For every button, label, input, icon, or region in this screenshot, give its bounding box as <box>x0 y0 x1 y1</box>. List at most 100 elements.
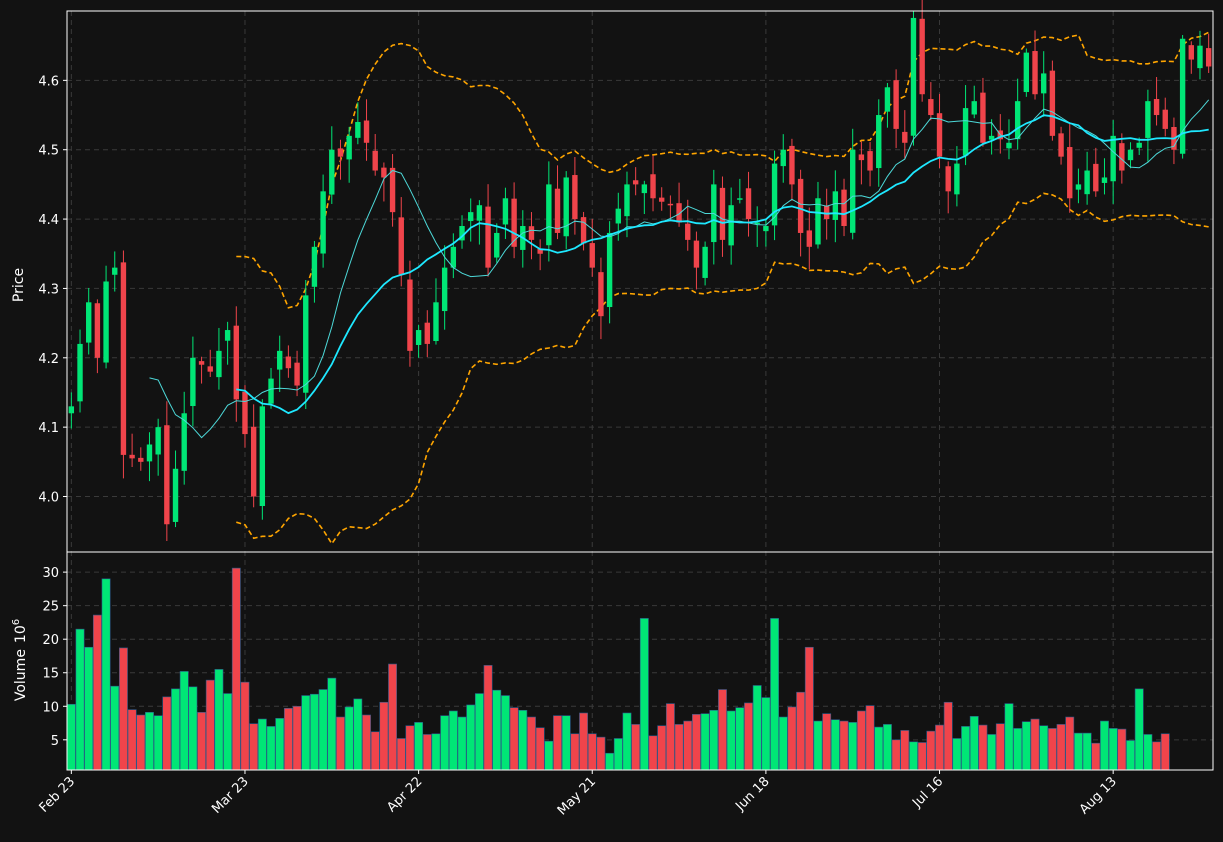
candle-body-96 <box>902 131 908 143</box>
volume-bar-69 <box>665 703 675 771</box>
candle-body-21 <box>250 426 257 497</box>
candle-57 <box>563 171 569 250</box>
candle-body-88 <box>832 191 839 220</box>
candle-body-3 <box>94 303 101 358</box>
candle-body-67 <box>650 174 656 199</box>
candle-body-40 <box>415 330 422 345</box>
candle-81 <box>771 150 778 241</box>
candle-48 <box>485 184 491 277</box>
candle-body-91 <box>858 154 865 161</box>
volume-bar-55 <box>544 740 554 771</box>
volume-bar-59 <box>579 712 588 771</box>
candle-50 <box>502 187 509 239</box>
volume-bar-118 <box>1091 742 1101 771</box>
volume-bar-102 <box>952 738 962 771</box>
candle-13 <box>181 391 187 485</box>
volume-bar-37 <box>388 663 397 771</box>
candle-20 <box>242 385 248 448</box>
volume-bar-70 <box>674 724 684 771</box>
candle-body-60 <box>589 243 595 268</box>
volume-bar-77 <box>735 707 745 771</box>
volume-bar-126 <box>1160 733 1170 771</box>
volume-bar-63 <box>613 738 623 771</box>
candle-body-121 <box>1119 143 1125 171</box>
volume-bar-10 <box>153 715 163 771</box>
volume-bar-75 <box>718 689 727 771</box>
candle-body-93 <box>876 115 882 169</box>
candle-85 <box>806 207 812 270</box>
volume-bar-78 <box>744 702 753 771</box>
candle-body-8 <box>138 457 144 462</box>
candle-27 <box>303 280 309 410</box>
candle-body-82 <box>780 149 786 167</box>
candle-102 <box>954 146 960 207</box>
candle-body-46 <box>468 212 474 222</box>
volume-bar-4 <box>101 578 111 771</box>
volume-bar-117 <box>1082 732 1092 771</box>
candle-51 <box>511 182 517 259</box>
candle-body-75 <box>719 187 726 240</box>
candle-body-13 <box>181 413 187 471</box>
candle-body-89 <box>841 189 847 227</box>
volume-bar-62 <box>605 752 615 771</box>
volume-bar-79 <box>752 685 762 771</box>
candle-8 <box>138 447 144 471</box>
volume-bar-123 <box>1134 688 1144 771</box>
volume-bar-6 <box>119 647 128 771</box>
volume-bar-80 <box>761 697 771 771</box>
candle-body-0 <box>68 406 75 414</box>
volume-bar-1 <box>75 628 85 771</box>
volume-bar-119 <box>1100 720 1109 771</box>
candle-9 <box>146 432 153 482</box>
candle-body-31 <box>337 148 344 157</box>
candle-body-90 <box>850 149 856 233</box>
volume-bar-90 <box>848 722 858 771</box>
candle-80 <box>763 219 769 247</box>
volume-bar-95 <box>891 739 901 771</box>
volume-bar-53 <box>527 716 536 771</box>
candle-90 <box>850 128 856 240</box>
volume-bar-60 <box>587 733 597 771</box>
candle-body-12 <box>172 468 179 522</box>
volume-tick-label-5: 30 <box>42 566 59 581</box>
candle-body-49 <box>494 232 500 258</box>
candle-31 <box>337 139 344 180</box>
candle-body-30 <box>329 149 335 195</box>
volume-bar-88 <box>830 719 840 771</box>
candle-body-18 <box>224 330 231 341</box>
candle-89 <box>841 178 847 237</box>
volume-bar-50 <box>501 695 510 771</box>
volume-bar-43 <box>440 715 450 771</box>
volume-bar-111 <box>1030 718 1040 771</box>
candle-body-29 <box>320 191 326 254</box>
candle-7 <box>129 433 135 468</box>
volume-bar-35 <box>370 731 380 771</box>
candle-body-108 <box>1006 142 1012 149</box>
candle-56 <box>554 165 561 240</box>
candle-115 <box>1067 122 1073 213</box>
volume-bar-51 <box>509 707 519 771</box>
candle-25 <box>285 345 292 378</box>
candle-body-20 <box>242 391 248 435</box>
candle-67 <box>650 155 656 212</box>
candle-body-63 <box>615 208 621 224</box>
volume-bar-106 <box>987 734 997 771</box>
volume-bar-19 <box>231 567 241 771</box>
candle-body-59 <box>580 217 587 244</box>
candle-12 <box>172 450 179 528</box>
volume-bar-120 <box>1108 728 1118 771</box>
candle-body-114 <box>1058 133 1064 157</box>
candle-46 <box>468 198 474 242</box>
candle-0 <box>68 392 75 429</box>
candle-body-111 <box>1032 51 1038 95</box>
candle-42 <box>433 278 439 345</box>
candle-93 <box>876 99 882 187</box>
price-tick-label-1: 4.1 <box>38 421 59 436</box>
volume-bar-64 <box>622 712 632 771</box>
volume-bar-71 <box>683 720 693 771</box>
candle-body-102 <box>954 163 960 195</box>
volume-bar-86 <box>813 720 823 771</box>
candle-body-110 <box>1023 52 1030 93</box>
candle-body-119 <box>1101 177 1108 183</box>
candle-97 <box>910 10 917 146</box>
